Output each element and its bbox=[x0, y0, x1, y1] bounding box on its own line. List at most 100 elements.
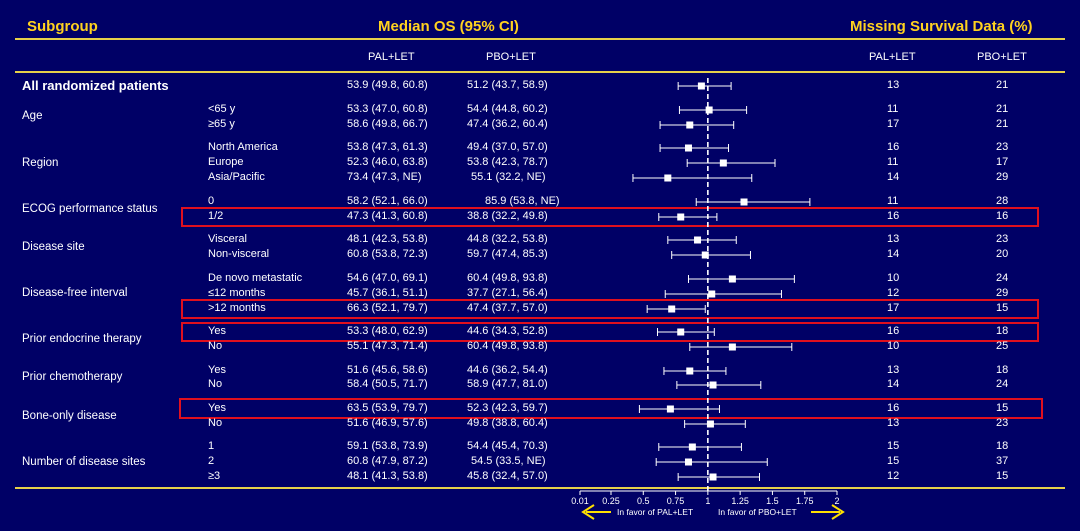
highlight-dfi-over-12 bbox=[181, 299, 1039, 319]
row-pbo-os: 44.8 (32.2, 53.8) bbox=[467, 233, 548, 245]
row-sub-label: 1/2 bbox=[208, 210, 224, 222]
highlight-endocrine-yes bbox=[181, 322, 1039, 342]
row-pal-os: 73.4 (47.3, NE) bbox=[347, 171, 422, 183]
row-pal-os: 58.2 (52.1, 66.0) bbox=[347, 195, 428, 207]
row-sub-label: 0 bbox=[208, 195, 215, 207]
row-missing-pbo: 21 bbox=[996, 79, 1009, 91]
table-divider-bottom bbox=[15, 487, 1065, 489]
group-disease-site: Disease site bbox=[22, 241, 85, 253]
row-missing-pbo: 24 bbox=[996, 272, 1009, 284]
row-pal-os: 53.3 (47.0, 60.8) bbox=[347, 103, 428, 115]
hr-marker bbox=[684, 144, 692, 152]
row-pbo-os: 58.9 (47.7, 81.0) bbox=[467, 378, 548, 390]
row-missing-pbo: 17 bbox=[996, 156, 1009, 168]
hr-marker bbox=[709, 473, 717, 481]
row-sub-label: Yes bbox=[208, 364, 226, 376]
row-pal-os: 48.1 (42.3, 53.8) bbox=[347, 233, 428, 245]
row-missing-pal: 17 bbox=[887, 118, 900, 130]
row-sub-label: No bbox=[208, 340, 223, 352]
row-sub-label: ≤12 months bbox=[208, 287, 266, 299]
row-missing-pbo: 15 bbox=[996, 402, 1009, 414]
hr-marker bbox=[677, 328, 685, 336]
row-pal-os: 53.3 (48.0, 62.9) bbox=[347, 325, 428, 337]
hr-marker bbox=[666, 405, 674, 413]
row-sub-label: 2 bbox=[208, 455, 215, 467]
row-missing-pbo: 18 bbox=[996, 325, 1009, 337]
row-missing-pbo: 25 bbox=[996, 340, 1009, 352]
row-missing-pal: 14 bbox=[887, 171, 900, 183]
row-pal-os: 54.6 (47.0, 69.1) bbox=[347, 272, 428, 284]
row-missing-pbo: 29 bbox=[996, 171, 1009, 183]
hr-marker bbox=[728, 275, 736, 283]
row-pbo-os: 45.8 (32.4, 57.0) bbox=[467, 470, 548, 482]
x-tick-label: 0.01 bbox=[571, 496, 589, 506]
row-missing-pbo: 21 bbox=[996, 118, 1009, 130]
header-divider-bottom bbox=[15, 71, 1065, 73]
median-os-header: Median OS (95% CI) bbox=[378, 18, 519, 35]
row-missing-pal: 13 bbox=[887, 417, 900, 429]
x-tick-label: 1.75 bbox=[796, 496, 814, 506]
row-missing-pal: 16 bbox=[887, 141, 900, 153]
group-region: Region bbox=[22, 157, 59, 169]
row-pal-os: 55.1 (47.3, 71.4) bbox=[347, 340, 428, 352]
x-tick-label: 1 bbox=[705, 496, 710, 506]
row-missing-pal: 14 bbox=[887, 248, 900, 260]
row-missing-pal: 13 bbox=[887, 233, 900, 245]
row-sub-label: Visceral bbox=[208, 233, 247, 245]
left-arrow-head bbox=[581, 504, 595, 520]
row-missing-pal: 16 bbox=[887, 325, 900, 337]
row-missing-pal: 12 bbox=[887, 287, 900, 299]
row-missing-pal: 11 bbox=[887, 195, 899, 207]
row-pbo-os: 52.3 (42.3, 59.7) bbox=[467, 402, 548, 414]
row-pal-os: 47.3 (41.3, 60.8) bbox=[347, 210, 428, 222]
hr-marker bbox=[668, 305, 676, 313]
group-prior-endocrine: Prior endocrine therapy bbox=[22, 333, 142, 345]
row-missing-pal: 13 bbox=[887, 364, 900, 376]
hr-marker bbox=[740, 198, 748, 206]
hr-marker bbox=[686, 367, 694, 375]
row-pbo-os: 55.1 (32.2, NE) bbox=[471, 171, 546, 183]
hr-marker bbox=[684, 458, 692, 466]
row-missing-pbo: 28 bbox=[996, 195, 1009, 207]
col-missing-pbo: PBO+LET bbox=[977, 51, 1027, 63]
row-pal-os: 63.5 (53.9, 79.7) bbox=[347, 402, 428, 414]
hr-marker bbox=[706, 420, 714, 428]
row-pbo-os: 54.5 (33.5, NE) bbox=[471, 455, 546, 467]
row-pbo-os: 44.6 (34.3, 52.8) bbox=[467, 325, 548, 337]
x-tick-label: 2 bbox=[834, 496, 839, 506]
subgroup-header: Subgroup bbox=[27, 18, 98, 35]
x-tick-label: 0.25 bbox=[602, 496, 620, 506]
row-sub-label: Europe bbox=[208, 156, 244, 168]
row-sub-label: >12 months bbox=[208, 302, 266, 314]
row-missing-pal: 17 bbox=[887, 302, 900, 314]
row-missing-pbo: 23 bbox=[996, 233, 1009, 245]
row-pal-os: 53.8 (47.3, 61.3) bbox=[347, 141, 428, 153]
row-missing-pal: 10 bbox=[887, 272, 900, 284]
row-missing-pbo: 20 bbox=[996, 248, 1009, 260]
row-missing-pbo: 23 bbox=[996, 417, 1009, 429]
hr-marker bbox=[701, 251, 709, 259]
row-missing-pbo: 16 bbox=[996, 210, 1009, 222]
hr-marker bbox=[694, 236, 702, 244]
row-missing-pbo: 24 bbox=[996, 378, 1009, 390]
hr-marker bbox=[664, 174, 672, 182]
group-all-randomized: All randomized patients bbox=[22, 78, 169, 93]
row-missing-pal: 15 bbox=[887, 440, 900, 452]
col-pbo-let: PBO+LET bbox=[486, 51, 536, 63]
row-sub-label: 1 bbox=[208, 440, 215, 452]
row-pbo-os: 85.9 (53.8, NE) bbox=[485, 195, 560, 207]
row-missing-pbo: 18 bbox=[996, 364, 1009, 376]
row-pal-os: 51.6 (46.9, 57.6) bbox=[347, 417, 428, 429]
row-sub-label: ≥3 bbox=[208, 470, 221, 482]
row-sub-label: No bbox=[208, 417, 223, 429]
row-pal-os: 58.6 (49.8, 66.7) bbox=[347, 118, 428, 130]
group-ecog: ECOG performance status bbox=[22, 203, 158, 215]
row-pal-os: 52.3 (46.0, 63.8) bbox=[347, 156, 428, 168]
row-pal-os: 45.7 (36.1, 51.1) bbox=[347, 287, 428, 299]
group-disease-free-interval: Disease-free interval bbox=[22, 287, 128, 299]
row-pbo-os: 47.4 (37.7, 57.0) bbox=[467, 302, 548, 314]
right-arrow-head bbox=[831, 504, 845, 520]
hr-marker bbox=[709, 381, 717, 389]
x-tick-label: 1.5 bbox=[766, 496, 779, 506]
